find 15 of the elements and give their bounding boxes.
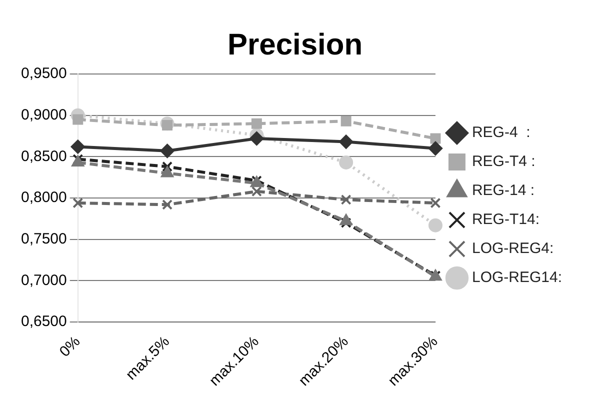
y-tick-label: 0,7500 xyxy=(20,230,67,248)
y-tick-label: 0,9000 xyxy=(20,106,67,124)
y-tick-label: 0,9500 xyxy=(20,65,67,82)
y-tick-label: 0,7000 xyxy=(20,272,67,289)
x-tick-label: 0% xyxy=(56,333,84,361)
y-tick-label: 0,8000 xyxy=(20,189,67,206)
legend-label: REG-4 : xyxy=(472,124,530,142)
legend-label: REG-T4 : xyxy=(472,153,536,170)
legend-label: LOG-REG4: xyxy=(472,240,554,258)
y-tick-label: 0,6500 xyxy=(20,313,67,330)
legend-label: REG-14 : xyxy=(472,182,534,200)
legend-label: LOG-REG14: xyxy=(472,269,562,286)
y-tick-label: 0,8500 xyxy=(20,148,67,165)
chart-title: Precision xyxy=(227,28,363,62)
legend-label: REG-T14: xyxy=(472,211,540,228)
